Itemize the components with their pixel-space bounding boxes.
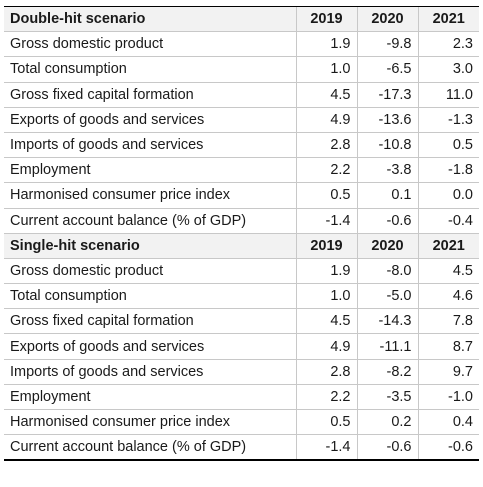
row-value: 4.5 xyxy=(295,308,357,335)
table-row: Gross domestic product 1.9 -8.0 4.5 xyxy=(4,258,479,285)
row-label: Exports of goods and services xyxy=(4,333,296,360)
row-value: -13.6 xyxy=(356,107,418,133)
year-header: 2019 xyxy=(295,5,357,33)
row-value: 4.5 xyxy=(417,258,479,285)
row-value: 1.0 xyxy=(295,56,357,83)
section-title: Single-hit scenario xyxy=(4,233,296,259)
row-label: Imports of goods and services xyxy=(4,359,296,385)
row-value: -17.3 xyxy=(356,82,418,108)
row-value: 0.5 xyxy=(295,182,357,209)
scenario-table-body: Double-hit scenario 2019 2020 2021 Gross dom… xyxy=(4,5,479,461)
table-row: Current account balance (% of GDP) -1.4 -0… xyxy=(4,208,479,234)
row-value: -0.6 xyxy=(417,434,479,461)
row-value: -3.5 xyxy=(356,384,418,411)
row-value: 11.0 xyxy=(417,82,479,108)
table-row: Exports of goods and services 4.9 -11.1 8.7 xyxy=(4,333,479,360)
row-label: Current account balance (% of GDP) xyxy=(4,208,296,234)
year-header: 2020 xyxy=(356,5,418,33)
scenario-table: Double-hit scenario 2019 2020 2021 Gross dom… xyxy=(4,5,479,461)
row-label: Harmonised consumer price index xyxy=(4,182,296,209)
table-row: Total consumption 1.0 -6.5 3.0 xyxy=(4,56,479,83)
row-value: 2.2 xyxy=(295,384,357,411)
table-row: Harmonised consumer price index 0.5 0.1 0.0 xyxy=(4,182,479,209)
row-value: -0.4 xyxy=(417,208,479,234)
row-value: -10.8 xyxy=(356,132,418,159)
row-label: Imports of goods and services xyxy=(4,132,296,159)
section-title: Double-hit scenario xyxy=(4,5,296,33)
row-value: 1.9 xyxy=(295,31,357,58)
row-value: 4.9 xyxy=(295,333,357,360)
row-value: 2.2 xyxy=(295,157,357,184)
row-value: -0.6 xyxy=(356,434,418,461)
year-header: 2020 xyxy=(356,233,418,259)
row-value: 0.0 xyxy=(417,182,479,209)
row-value: -1.3 xyxy=(417,107,479,133)
table-row: Employment 2.2 -3.5 -1.0 xyxy=(4,384,479,411)
row-value: 4.5 xyxy=(295,82,357,108)
row-value: 2.3 xyxy=(417,31,479,58)
row-value: 8.7 xyxy=(417,333,479,360)
row-value: 0.4 xyxy=(417,409,479,436)
row-value: -1.4 xyxy=(295,208,357,234)
row-value: -9.8 xyxy=(356,31,418,58)
section-header-row: Double-hit scenario 2019 2020 2021 xyxy=(4,5,479,33)
row-value: -1.4 xyxy=(295,434,357,461)
row-value: 0.5 xyxy=(295,409,357,436)
table-row: Current account balance (% of GDP) -1.4 -0… xyxy=(4,434,479,461)
table-row: Total consumption 1.0 -5.0 4.6 xyxy=(4,283,479,310)
row-label: Total consumption xyxy=(4,56,296,83)
row-value: 7.8 xyxy=(417,308,479,335)
row-value: 1.0 xyxy=(295,283,357,310)
row-value: 2.8 xyxy=(295,132,357,159)
section-header-row: Single-hit scenario 2019 2020 2021 xyxy=(4,233,479,259)
row-value: 1.9 xyxy=(295,258,357,285)
row-value: 4.6 xyxy=(417,283,479,310)
row-value: 3.0 xyxy=(417,56,479,83)
row-label: Gross fixed capital formation xyxy=(4,82,296,108)
row-value: 0.2 xyxy=(356,409,418,436)
row-value: -11.1 xyxy=(356,333,418,360)
row-value: 0.5 xyxy=(417,132,479,159)
row-value: -3.8 xyxy=(356,157,418,184)
row-label: Exports of goods and services xyxy=(4,107,296,133)
table-row: Imports of goods and services 2.8 -10.8 0.5 xyxy=(4,132,479,159)
table-row: Imports of goods and services 2.8 -8.2 9.7 xyxy=(4,359,479,385)
row-label: Gross fixed capital formation xyxy=(4,308,296,335)
row-value: -8.0 xyxy=(356,258,418,285)
row-label: Employment xyxy=(4,157,296,184)
table-row: Gross fixed capital formation 4.5 -17.3 11.… xyxy=(4,82,479,108)
row-value: -1.0 xyxy=(417,384,479,411)
row-label: Current account balance (% of GDP) xyxy=(4,434,296,461)
table-row: Employment 2.2 -3.8 -1.8 xyxy=(4,157,479,184)
row-label: Gross domestic product xyxy=(4,258,296,285)
row-label: Harmonised consumer price index xyxy=(4,409,296,436)
row-value: -5.0 xyxy=(356,283,418,310)
scenario-table-container: Double-hit scenario 2019 2020 2021 Gross dom… xyxy=(4,5,479,461)
row-label: Total consumption xyxy=(4,283,296,310)
row-value: -6.5 xyxy=(356,56,418,83)
row-value: 0.1 xyxy=(356,182,418,209)
row-value: 4.9 xyxy=(295,107,357,133)
row-value: -1.8 xyxy=(417,157,479,184)
row-label: Employment xyxy=(4,384,296,411)
table-row: Gross domestic product 1.9 -9.8 2.3 xyxy=(4,31,479,58)
row-value: -14.3 xyxy=(356,308,418,335)
table-row: Gross fixed capital formation 4.5 -14.3 7.8 xyxy=(4,308,479,335)
year-header: 2021 xyxy=(417,233,479,259)
row-label: Gross domestic product xyxy=(4,31,296,58)
table-row: Exports of goods and services 4.9 -13.6 -1.… xyxy=(4,107,479,133)
row-value: 9.7 xyxy=(417,359,479,385)
year-header: 2019 xyxy=(295,233,357,259)
table-row: Harmonised consumer price index 0.5 0.2 0.4 xyxy=(4,409,479,436)
row-value: -0.6 xyxy=(356,208,418,234)
row-value: 2.8 xyxy=(295,359,357,385)
year-header: 2021 xyxy=(417,5,479,33)
row-value: -8.2 xyxy=(356,359,418,385)
